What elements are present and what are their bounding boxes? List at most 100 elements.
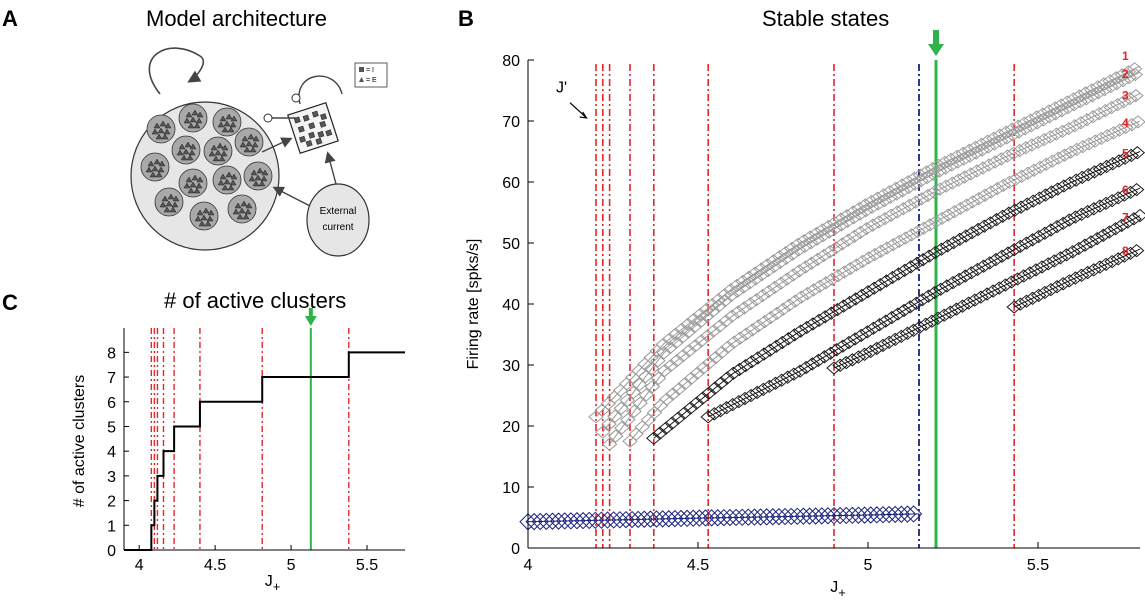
series-marker — [1018, 236, 1035, 250]
series-marker — [883, 208, 899, 222]
series-marker — [892, 505, 911, 523]
series-marker — [737, 358, 754, 373]
series-marker — [1132, 208, 1145, 223]
series-marker — [1074, 170, 1090, 185]
series-marker — [749, 385, 765, 400]
panel-b-title: Stable states — [762, 6, 890, 31]
series-marker — [1037, 188, 1054, 202]
series-marker — [977, 188, 993, 202]
series-marker — [993, 152, 1010, 166]
series-marker — [1030, 135, 1046, 150]
series-marker — [1090, 86, 1107, 100]
series-marker — [625, 385, 642, 400]
series-marker — [1056, 148, 1073, 162]
series-marker — [991, 281, 1008, 295]
series-marker — [934, 211, 950, 226]
series-marker — [1049, 182, 1066, 196]
series-marker — [732, 331, 748, 345]
series-marker — [841, 295, 858, 310]
series-marker — [969, 164, 985, 178]
series-marker — [1103, 100, 1120, 115]
series-marker — [964, 226, 980, 240]
series-marker — [1084, 89, 1101, 103]
panel-c-letter: C — [2, 290, 18, 315]
series-marker — [1013, 169, 1030, 183]
series-marker — [1062, 145, 1079, 159]
series-marker — [1096, 82, 1113, 97]
series-marker — [743, 355, 760, 369]
series-marker — [968, 146, 984, 160]
y-axis-label: Firing rate [spks/s] — [465, 239, 482, 370]
series-marker — [1006, 300, 1022, 314]
series-marker — [1102, 79, 1119, 94]
series-marker — [1003, 275, 1020, 289]
series-marker — [709, 509, 727, 527]
series-marker — [819, 507, 837, 525]
series-marker — [556, 512, 574, 530]
series-marker — [932, 282, 949, 296]
series-marker — [761, 379, 778, 394]
series-marker — [1098, 159, 1115, 174]
series-marker — [884, 270, 901, 285]
series-marker — [1092, 162, 1109, 176]
series-marker — [718, 401, 735, 415]
series-marker — [943, 158, 960, 172]
series-marker — [1079, 113, 1095, 127]
series-marker — [617, 510, 635, 529]
series-marker — [803, 256, 820, 270]
series-marker — [933, 242, 950, 256]
series-marker — [690, 509, 709, 527]
external-current-node — [306, 183, 370, 257]
panel-a-letter: A — [2, 6, 18, 31]
series-marker — [882, 190, 899, 205]
series-marker — [824, 272, 840, 286]
y-tick-label: 70 — [502, 114, 520, 131]
series-marker — [1097, 104, 1114, 118]
series-marker — [875, 338, 891, 353]
y-tick-label: 3 — [107, 469, 116, 486]
series-marker — [519, 513, 537, 531]
series-marker — [1007, 172, 1024, 187]
series-marker — [647, 510, 666, 528]
series-marker — [792, 324, 809, 338]
series-marker — [1071, 241, 1087, 256]
series-marker — [1060, 121, 1077, 136]
series-marker — [835, 339, 851, 353]
series-marker — [760, 284, 777, 299]
series-marker — [588, 410, 604, 424]
series-marker — [606, 390, 623, 404]
series-marker — [872, 278, 889, 292]
series-marker — [1073, 207, 1090, 221]
series-marker — [1124, 118, 1140, 132]
series-marker — [999, 149, 1016, 163]
series-marker — [998, 131, 1015, 145]
series-marker — [1062, 176, 1078, 190]
y-tick-label: 30 — [502, 358, 520, 375]
series-marker — [660, 510, 678, 528]
series-marker — [724, 397, 741, 412]
series-marker — [640, 413, 657, 427]
series-marker — [1105, 157, 1121, 171]
series-marker — [952, 201, 969, 216]
series-marker — [788, 507, 806, 526]
series-marker — [915, 253, 931, 267]
series-marker — [792, 364, 808, 378]
series-marker — [1120, 65, 1137, 79]
series-marker — [877, 211, 893, 226]
series-marker — [864, 200, 880, 214]
series-marker — [1079, 265, 1096, 280]
series-marker — [826, 361, 842, 375]
series-marker — [696, 509, 715, 527]
series-marker — [848, 258, 865, 272]
series-marker — [884, 310, 900, 325]
series-marker — [635, 510, 653, 528]
series-marker — [897, 231, 914, 245]
series-marker — [754, 268, 770, 282]
series-marker — [890, 307, 906, 321]
series-marker — [1092, 199, 1108, 213]
y-tick-label: 7 — [107, 370, 116, 387]
series-marker — [1001, 175, 1018, 190]
series-marker — [580, 511, 598, 530]
series-marker — [811, 313, 827, 328]
series-marker — [886, 505, 904, 524]
